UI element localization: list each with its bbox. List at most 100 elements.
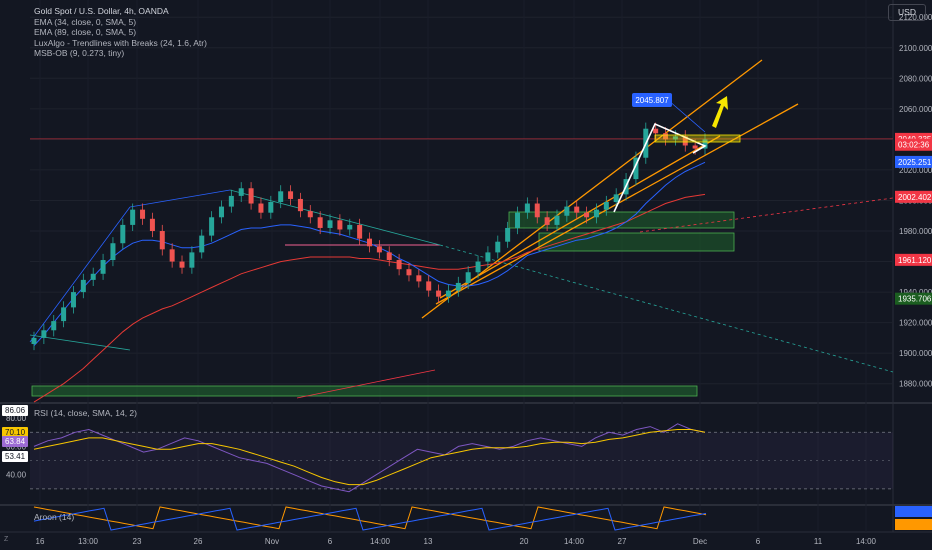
candle-body [189, 252, 195, 268]
time-tick-label: 6 [756, 537, 761, 546]
time-tick-label: 11 [814, 537, 823, 546]
candle-body [327, 220, 333, 228]
ema-89-line [33, 193, 706, 403]
callout-box [632, 93, 672, 107]
candle-body [140, 209, 146, 219]
candle-body [515, 212, 521, 228]
legend-msb-ob: MSB-OB (9, 0.273, tiny) [34, 48, 125, 58]
candle-body [367, 238, 372, 247]
candle-body [31, 337, 37, 345]
candle-body [70, 292, 76, 308]
candle-body [120, 224, 126, 244]
callout-label: 2045.807 [635, 96, 669, 105]
time-tick-label: 14:00 [564, 537, 585, 546]
candle-body [534, 203, 540, 218]
candle-body [593, 209, 599, 218]
candle-body [633, 157, 639, 180]
candle-body [663, 133, 669, 140]
price-label-tag [895, 190, 932, 203]
candle-body [218, 206, 224, 218]
candle-body [682, 136, 688, 146]
rsi-value-badge: 53.41 [2, 450, 29, 462]
time-tick-label: Nov [265, 537, 279, 546]
rsi-value-badge: 70.10 [2, 427, 29, 439]
candle-body [90, 273, 96, 280]
candle-body [258, 203, 264, 213]
candle-body [584, 212, 590, 218]
aroon-down-line [33, 507, 707, 531]
candle-body [110, 243, 116, 261]
price-label-text: 2002.402 [898, 193, 932, 202]
price-tick-label: 2060.000 [899, 105, 932, 114]
price-label-text: 1935.706 [898, 295, 932, 304]
candle-body [416, 275, 422, 282]
candle-body [702, 139, 708, 149]
ob-zone-lower [538, 232, 735, 252]
candle-body [406, 269, 412, 276]
rsi-line [33, 423, 706, 493]
candle-body [554, 215, 560, 225]
candle-body [199, 235, 205, 253]
trendline [296, 369, 436, 399]
candle-body [524, 203, 530, 213]
candle-body [179, 261, 185, 268]
time-tick-label: 6 [328, 537, 333, 546]
candle-body [495, 241, 501, 253]
price-tick-label: 1940.000 [899, 288, 932, 297]
candle-body [209, 217, 215, 236]
price-tick-label: 2080.000 [899, 74, 932, 83]
rsi-value-badge: 63.84 [2, 435, 29, 447]
trendline [29, 334, 131, 351]
time-tick-label: 13:00 [78, 537, 99, 546]
candle-body [337, 220, 343, 230]
candle-body [564, 206, 570, 216]
price-label-text: 03:02:36 [898, 141, 930, 150]
aroon-value-tag [895, 519, 932, 530]
candle-body [228, 195, 234, 207]
candle-body [288, 191, 294, 199]
legend-ema-34: EMA (34, close, 0, SMA, 5) [34, 16, 137, 27]
candle-body [426, 281, 432, 291]
aroon-value-tag [895, 506, 932, 517]
candle-body [317, 217, 323, 228]
trendline-projection [439, 244, 894, 373]
trendline [229, 189, 441, 246]
time-tick-label: 20 [520, 537, 529, 546]
rsi-band [30, 432, 893, 489]
candle-body [169, 249, 175, 262]
target-arrow [712, 96, 728, 128]
candle-body [396, 260, 402, 270]
candle-body [149, 218, 155, 232]
z-button[interactable]: Z [4, 536, 9, 543]
candle-body [505, 227, 511, 242]
candle-body [278, 191, 284, 202]
price-label-tag [895, 138, 932, 151]
candle-body [485, 252, 491, 262]
candle-body [544, 217, 550, 225]
time-tick-label: Dec [693, 537, 707, 546]
legend-luxalgo: LuxAlgo - Trendlines with Breaks (24, 1.… [34, 37, 207, 48]
trendline-projection [639, 197, 894, 233]
candle-body [297, 198, 303, 212]
ob-zone-bottom [31, 385, 698, 397]
currency-button[interactable]: USD [888, 4, 926, 21]
candle-body [100, 260, 106, 274]
candle-body [574, 206, 580, 213]
price-tick-label: 1980.000 [899, 227, 932, 236]
candle-body [672, 136, 678, 140]
candle-body [61, 307, 67, 322]
candle-body [376, 246, 382, 253]
candle-body [80, 279, 86, 293]
price-label-text: 1961.120 [898, 256, 932, 265]
time-tick-label: 26 [194, 537, 203, 546]
time-tick-label: 23 [133, 537, 142, 546]
candle-body [159, 231, 165, 250]
candle-body [603, 202, 609, 210]
price-tick-label: 1920.000 [899, 319, 932, 328]
breakout-box [654, 134, 741, 143]
candle-body [51, 321, 57, 331]
price-tick-label: 1880.000 [899, 380, 932, 389]
rsi-value-badge: 86.06 [2, 404, 29, 416]
legend-ema-89: EMA (89, close, 0, SMA, 5) [34, 27, 137, 37]
